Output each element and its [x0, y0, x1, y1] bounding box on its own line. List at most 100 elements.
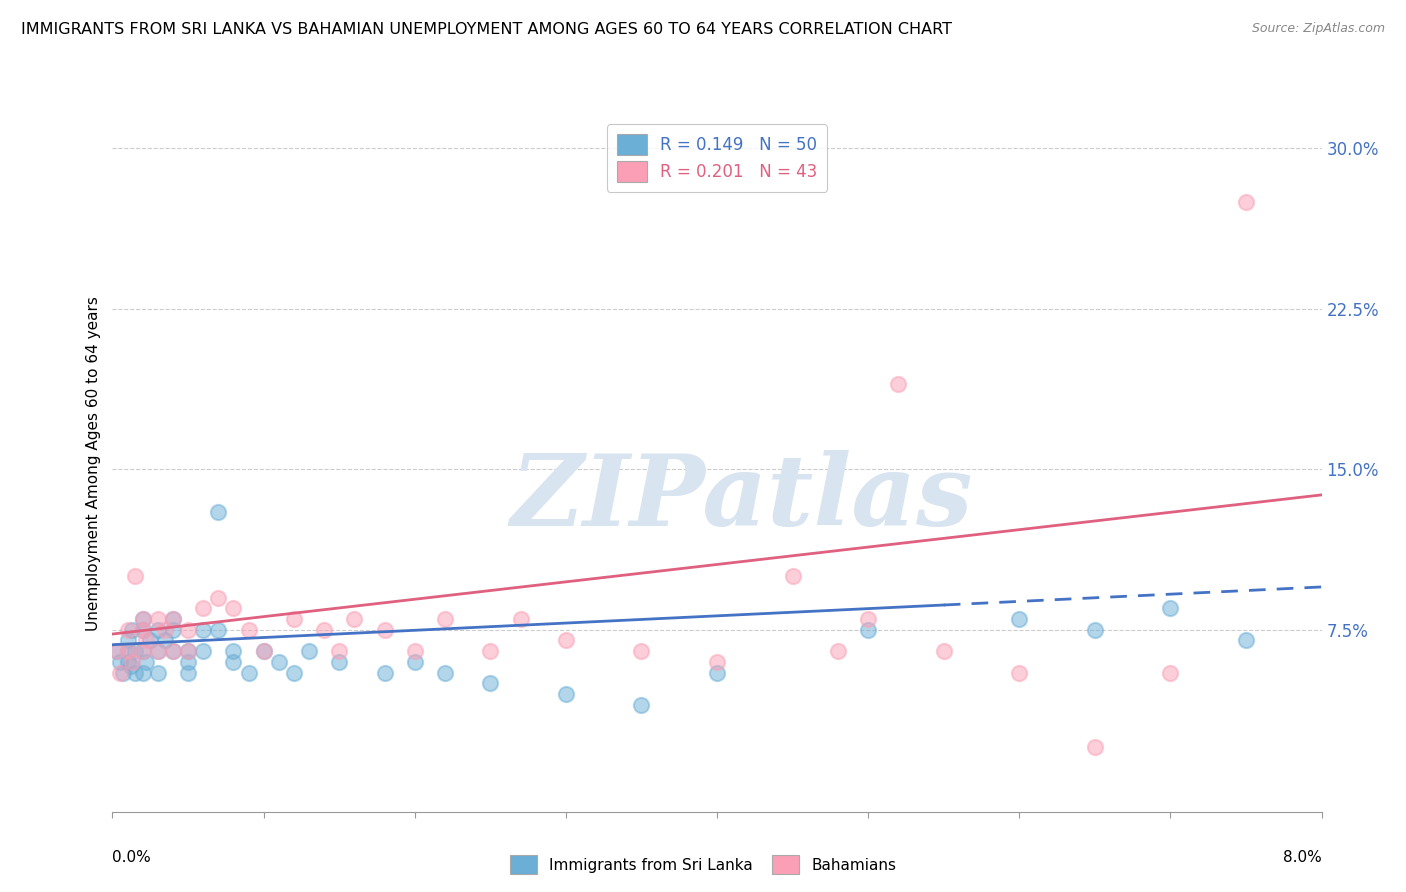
Point — [132, 612, 155, 626]
Point — [112, 665, 135, 680]
Point — [120, 659, 142, 673]
Point — [162, 623, 184, 637]
Point — [177, 644, 200, 658]
Point — [191, 601, 215, 615]
Point — [283, 612, 305, 626]
Point — [108, 665, 131, 680]
Point — [191, 644, 215, 658]
Point — [135, 633, 157, 648]
Point — [1008, 665, 1031, 680]
Point — [404, 644, 426, 658]
Point — [856, 612, 880, 626]
Point — [146, 623, 169, 637]
Point — [267, 655, 290, 669]
Point — [1084, 740, 1107, 755]
Point — [207, 591, 229, 605]
Point — [706, 665, 728, 680]
Point — [1159, 601, 1181, 615]
Point — [117, 644, 139, 658]
Point — [222, 655, 245, 669]
Point — [207, 505, 229, 519]
Point — [124, 644, 146, 658]
Text: 0.0%: 0.0% — [112, 850, 152, 865]
Point — [117, 644, 139, 658]
Point — [782, 569, 804, 583]
Point — [146, 665, 169, 680]
Point — [509, 612, 531, 626]
Point — [222, 644, 245, 658]
Point — [343, 612, 366, 626]
Point — [253, 644, 276, 658]
Point — [856, 623, 880, 637]
Point — [162, 644, 184, 658]
Point — [479, 676, 502, 690]
Point — [207, 623, 229, 637]
Point — [132, 623, 155, 637]
Point — [117, 633, 139, 648]
Point — [177, 665, 200, 680]
Text: Source: ZipAtlas.com: Source: ZipAtlas.com — [1251, 22, 1385, 36]
Point — [132, 644, 155, 658]
Point — [222, 601, 245, 615]
Point — [706, 655, 728, 669]
Point — [479, 644, 502, 658]
Point — [105, 644, 128, 658]
Point — [132, 612, 155, 626]
Point — [121, 623, 143, 637]
Point — [238, 665, 260, 680]
Point — [177, 655, 200, 669]
Point — [177, 623, 200, 637]
Point — [554, 633, 576, 648]
Point — [238, 623, 260, 637]
Point — [121, 655, 143, 669]
Point — [433, 665, 456, 680]
Point — [162, 644, 184, 658]
Point — [404, 655, 426, 669]
Point — [433, 612, 456, 626]
Point — [155, 633, 177, 648]
Point — [373, 665, 396, 680]
Point — [298, 644, 321, 658]
Point — [827, 644, 849, 658]
Point — [117, 623, 139, 637]
Point — [630, 644, 652, 658]
Point — [1159, 665, 1181, 680]
Point — [117, 655, 139, 669]
Point — [328, 655, 350, 669]
Point — [887, 376, 910, 391]
Point — [177, 644, 200, 658]
Point — [155, 623, 177, 637]
Text: 8.0%: 8.0% — [1282, 850, 1322, 865]
Point — [162, 612, 184, 626]
Point — [191, 623, 215, 637]
Point — [139, 633, 162, 648]
Legend: R = 0.149   N = 50, R = 0.201   N = 43: R = 0.149 N = 50, R = 0.201 N = 43 — [607, 124, 827, 192]
Legend: Immigrants from Sri Lanka, Bahamians: Immigrants from Sri Lanka, Bahamians — [503, 849, 903, 880]
Point — [108, 655, 131, 669]
Point — [124, 665, 146, 680]
Point — [135, 655, 157, 669]
Point — [1234, 633, 1257, 648]
Text: ZIPatlas: ZIPatlas — [510, 450, 973, 547]
Point — [146, 644, 169, 658]
Point — [554, 687, 576, 701]
Point — [146, 612, 169, 626]
Text: IMMIGRANTS FROM SRI LANKA VS BAHAMIAN UNEMPLOYMENT AMONG AGES 60 TO 64 YEARS COR: IMMIGRANTS FROM SRI LANKA VS BAHAMIAN UN… — [21, 22, 952, 37]
Point — [132, 644, 155, 658]
Point — [1234, 194, 1257, 209]
Point — [105, 644, 128, 658]
Point — [932, 644, 955, 658]
Point — [630, 698, 652, 712]
Point — [146, 644, 169, 658]
Point — [373, 623, 396, 637]
Point — [132, 665, 155, 680]
Point — [312, 623, 335, 637]
Point — [328, 644, 350, 658]
Y-axis label: Unemployment Among Ages 60 to 64 years: Unemployment Among Ages 60 to 64 years — [86, 296, 101, 632]
Point — [253, 644, 276, 658]
Point — [132, 623, 155, 637]
Point — [162, 612, 184, 626]
Point — [283, 665, 305, 680]
Point — [1008, 612, 1031, 626]
Point — [1084, 623, 1107, 637]
